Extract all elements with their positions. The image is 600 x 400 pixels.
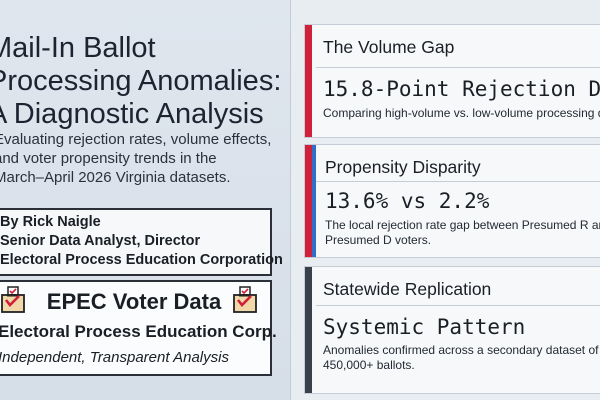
card-title: Propensity Disparity: [325, 157, 481, 177]
ballot-box-icon: [1, 286, 25, 313]
subtitle-line-2: and voter propensity trends in the: [0, 150, 217, 167]
ballot-box-icon: [233, 286, 257, 313]
card-divider: [316, 305, 600, 306]
card-headline: 15.8-Point Rejection Delta: [323, 77, 600, 101]
card-accent-stripe: [305, 25, 312, 137]
card-description: The local rejection rate gap between Pre…: [325, 218, 600, 248]
propensity-disparity-card: Propensity Disparity 13.6% vs 2.2% The l…: [304, 144, 600, 258]
subtitle: Evaluating rejection rates, volume effec…: [0, 130, 289, 187]
card-accent-stripe: [305, 145, 312, 257]
card-description-line: Presumed D voters.: [325, 233, 432, 247]
card-description-line: The local rejection rate gap between Pre…: [325, 218, 600, 232]
subtitle-line-3: March–April 2026 Virginia datasets.: [0, 169, 231, 186]
author-org: Electoral Process Education Corporation: [0, 252, 283, 268]
card-divider: [316, 67, 600, 68]
card-divider: [316, 181, 600, 182]
page-title: Mail-In Ballot Processing Anomalies: A D…: [0, 32, 288, 131]
card-title: Statewide Replication: [323, 279, 492, 299]
card-headline: 13.6% vs 2.2%: [325, 189, 490, 213]
title-line-3: A Diagnostic Analysis: [0, 98, 264, 130]
statewide-replication-card: Statewide Replication Systemic Pattern A…: [304, 266, 600, 394]
logo-box: EPEC Voter Data Electoral Process Educat…: [0, 280, 277, 376]
logo-tagline: Independent, Transparent Analysis: [0, 349, 229, 366]
card-accent-stripe-secondary: [312, 145, 316, 257]
card-title: The Volume Gap: [323, 37, 455, 57]
author-name: By Rick Naigle: [0, 214, 101, 230]
card-description-line: Comparing high-volume vs. low-volume pro…: [323, 106, 600, 120]
title-line-2: Processing Anomalies:: [0, 65, 282, 97]
author-box: By Rick Naigle Senior Data Analyst, Dire…: [0, 208, 283, 276]
volume-gap-card: The Volume Gap 15.8-Point Rejection Delt…: [304, 24, 600, 138]
card-description-line: Anomalies confirmed across a secondary d…: [323, 343, 599, 357]
card-accent-stripe: [305, 267, 312, 393]
author-role: Senior Data Analyst, Director: [0, 233, 201, 249]
logo-name: EPEC Voter Data: [46, 289, 222, 314]
subtitle-line-1: Evaluating rejection rates, volume effec…: [0, 131, 272, 148]
card-description: Comparing high-volume vs. low-volume pro…: [323, 106, 600, 121]
card-description-line: 450,000+ ballots.: [323, 358, 415, 372]
title-line-1: Mail-In Ballot: [0, 32, 156, 64]
logo-org: Electoral Process Education Corp.: [0, 322, 277, 341]
title-panel: Mail-In Ballot Processing Anomalies: A D…: [0, 0, 291, 400]
card-description: Anomalies confirmed across a secondary d…: [323, 343, 598, 373]
card-headline: Systemic Pattern: [323, 315, 526, 339]
